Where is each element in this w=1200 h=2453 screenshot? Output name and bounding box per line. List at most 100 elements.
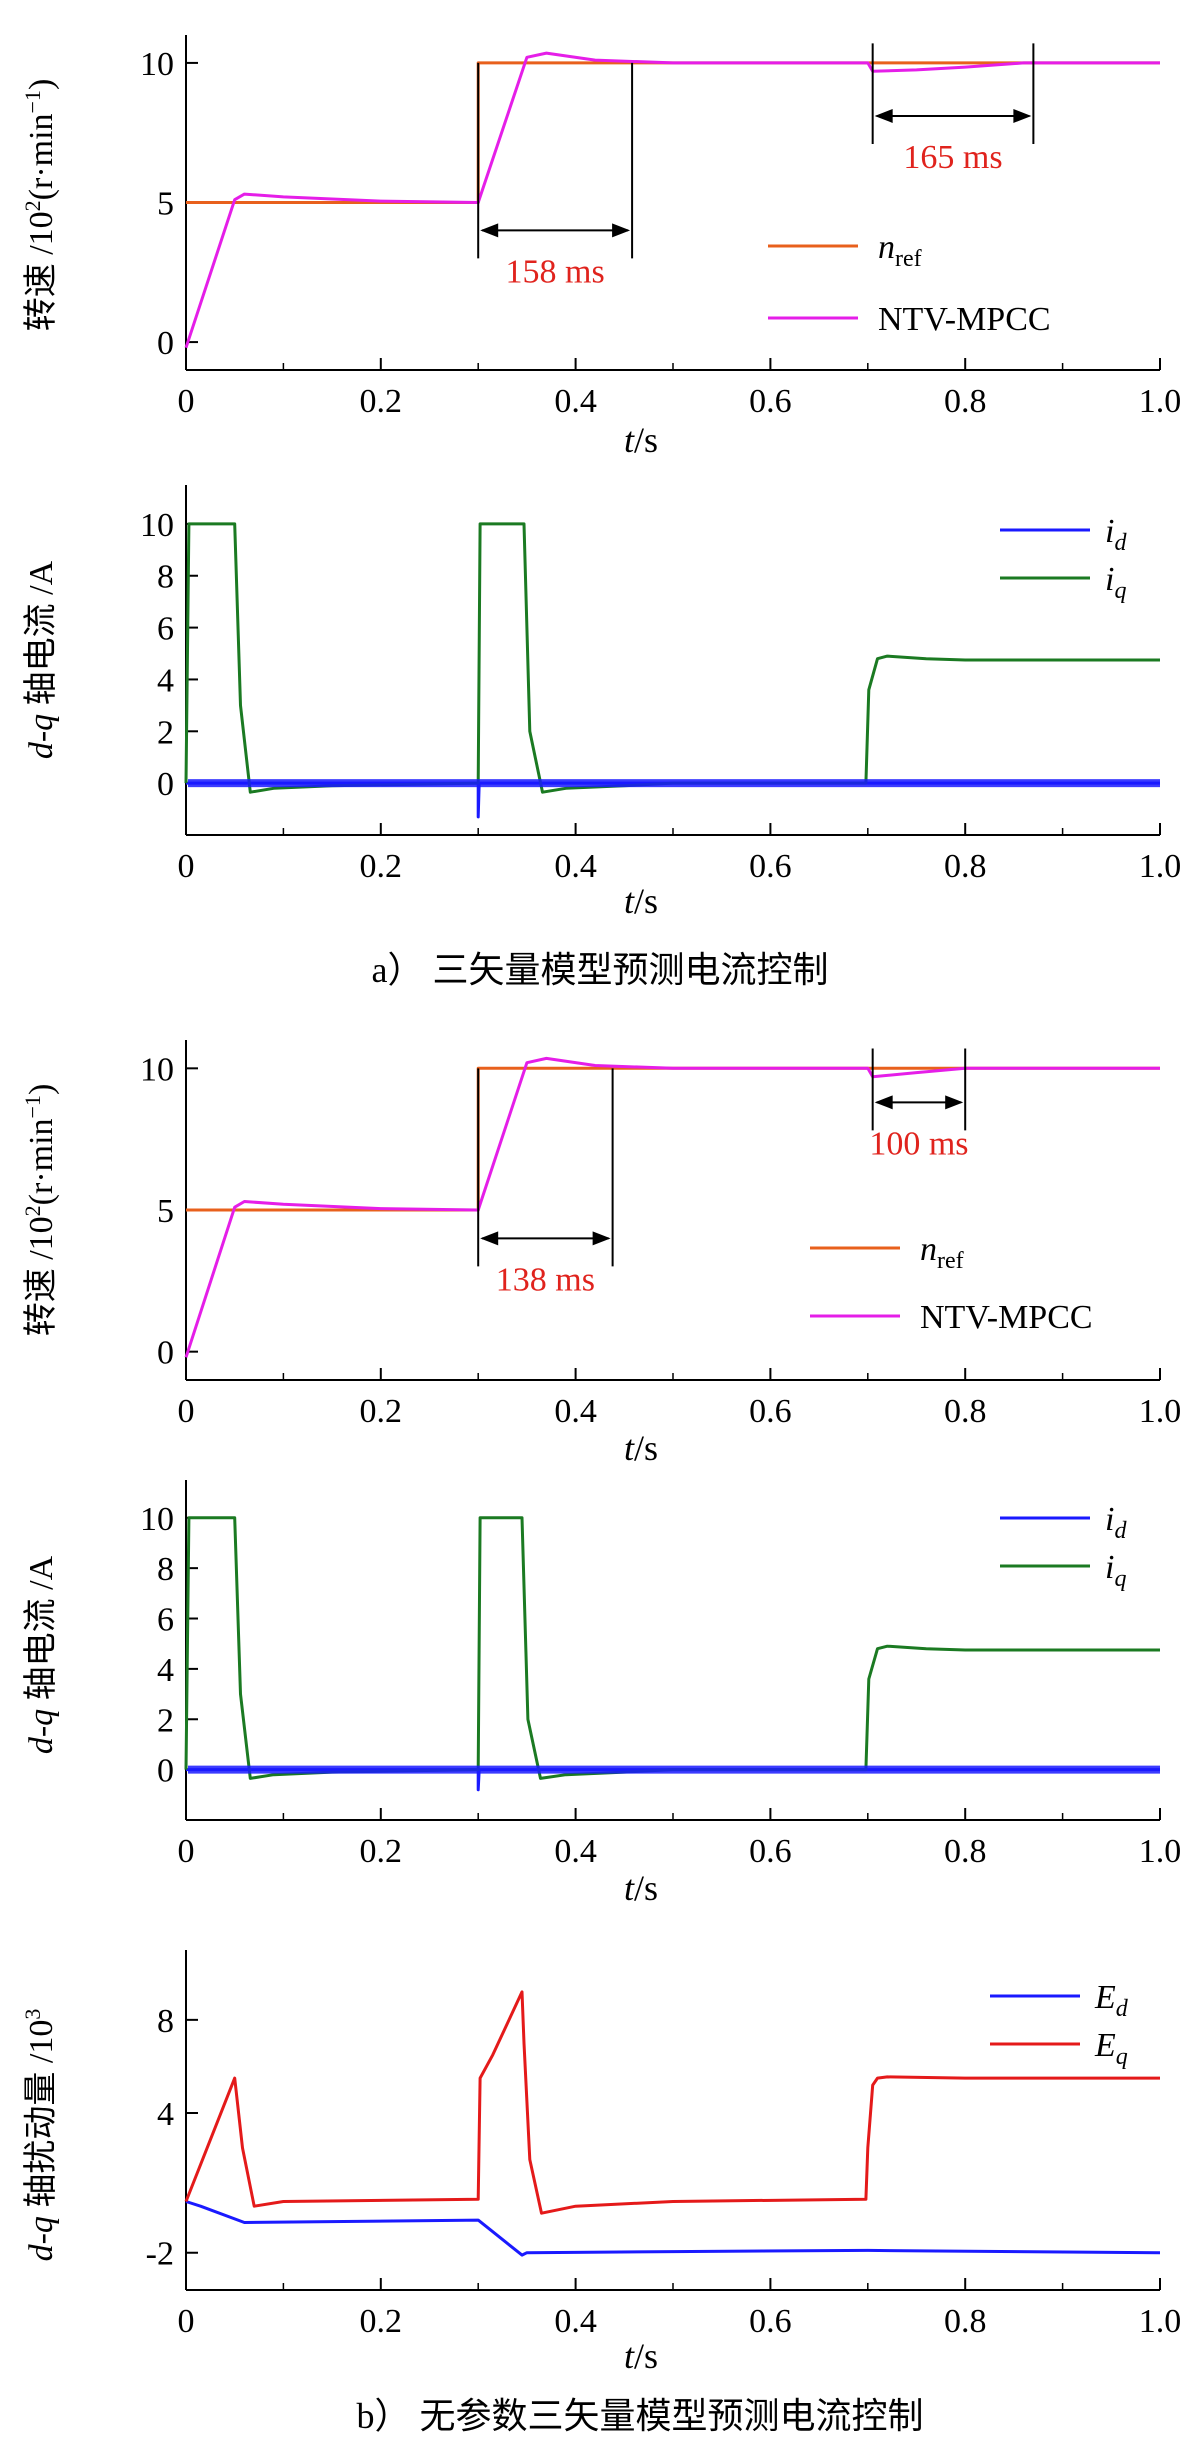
y-tick-label: 6 (157, 611, 174, 648)
x-tick-label: 0.8 (944, 383, 987, 420)
y-tick-label: 0 (157, 1753, 174, 1790)
x-tick-label: 0.6 (749, 2303, 792, 2340)
legend-label-id: id (1105, 1501, 1127, 1544)
x-tick-label: 0.8 (944, 2303, 987, 2340)
x-tick-label: 0 (178, 1833, 195, 1870)
legend-label-Eq: Eq (1094, 2027, 1128, 2070)
legend: id iq (1000, 1501, 1127, 1592)
series-layer (184, 1990, 1161, 2257)
y-tick-label: 4 (157, 2096, 174, 2133)
annotation-label: 100 ms (869, 1125, 968, 1162)
legend-label-nref: nref (878, 229, 922, 272)
series-layer (184, 1516, 1160, 1792)
y-tick-label: 4 (157, 662, 174, 699)
x-axis-label: t/s (624, 881, 658, 921)
annotation-arrow-right (1013, 108, 1032, 123)
series-line-n-ref (186, 1066, 1160, 1212)
axes: 0 0.2 0.4 0.6 0.8 1.0 0 2 4 6 8 10 (140, 1480, 1181, 1870)
id-ripple-band (188, 779, 1160, 788)
x-tick-label: 0.2 (360, 2303, 403, 2340)
x-axis-label: t/s (624, 1868, 658, 1908)
annotation-label: 158 ms (506, 253, 605, 290)
y-tick-label: 0 (157, 1335, 174, 1372)
x-tick-label: 1.0 (1139, 1393, 1182, 1430)
x-axis-label: t/s (624, 1428, 658, 1468)
y-axis-label: d-q 轴电流 /A (22, 560, 60, 759)
y-tick-label: 10 (140, 1501, 174, 1538)
y-tick-label: 5 (157, 186, 174, 223)
current-chart-b: 0 0.2 0.4 0.6 0.8 1.0 0 2 4 6 8 10 id iq d-q 轴电流 /A… (22, 1480, 1181, 1908)
series-layer (184, 522, 1160, 819)
legend: id iq (1000, 513, 1127, 604)
annotation-arrow-left (480, 223, 499, 238)
annotation-arrow-left (874, 1095, 893, 1110)
x-tick-label: 0.6 (749, 848, 792, 885)
y-tick-label: -2 (146, 2236, 174, 2273)
x-tick-label: 0.4 (554, 2303, 597, 2340)
series-line-NTV-MPCC (184, 51, 1160, 349)
x-tick-label: 0.2 (360, 1833, 403, 1870)
y-tick-label: 10 (140, 1051, 174, 1088)
annotation-arrow-right (612, 223, 631, 238)
legend-label-Ed: Ed (1094, 1979, 1129, 2022)
x-tick-label: 0.6 (749, 1833, 792, 1870)
annotation-label: 165 ms (903, 139, 1002, 176)
y-tick-label: 8 (157, 559, 174, 596)
annotation-arrow-left (480, 1231, 499, 1246)
axes: 0 0.2 0.4 0.6 0.8 1.0 0 5 10 (140, 35, 1181, 420)
y-tick-label: 10 (140, 46, 174, 83)
x-tick-label: 0.4 (554, 1393, 597, 1430)
x-axis-label: t/s (624, 420, 658, 460)
annotation-arrow-left (874, 108, 893, 123)
y-tick-label: 0 (157, 325, 174, 362)
series-line-E-d (185, 2200, 1161, 2257)
legend-label-id: id (1105, 513, 1127, 556)
x-tick-label: 0 (178, 383, 195, 420)
legend-label-ntv: NTV-MPCC (920, 1299, 1093, 1336)
series-line-i-d (186, 781, 1160, 819)
y-tick-label: 8 (157, 1551, 174, 1588)
caption-b: b） 无参数三矢量模型预测电流控制 (356, 2396, 923, 2436)
x-tick-label: 0.2 (360, 383, 403, 420)
x-tick-label: 0.2 (360, 1393, 403, 1430)
x-tick-label: 0.2 (360, 848, 403, 885)
x-tick-label: 1.0 (1139, 2303, 1182, 2340)
series-line-i-q (184, 1516, 1160, 1780)
axes: 0 0.2 0.4 0.6 0.8 1.0 -2 4 8 (146, 1950, 1182, 2340)
annotation-label: 138 ms (496, 1261, 595, 1298)
series-line-E-q (184, 1990, 1160, 2215)
legend: nref NTV-MPCC (810, 1231, 1093, 1336)
annotation-arrow-right (592, 1231, 611, 1246)
disturbance-chart-b: 0 0.2 0.4 0.6 0.8 1.0 -2 4 8 Ed Eq d-q 轴扰动量 /103… (20, 1950, 1181, 2376)
legend-label-ntv: NTV-MPCC (878, 301, 1051, 338)
y-tick-label: 5 (157, 1193, 174, 1230)
y-tick-label: 6 (157, 1602, 174, 1639)
x-tick-label: 1.0 (1139, 383, 1182, 420)
annotation-arrow-right (945, 1095, 964, 1110)
x-tick-label: 0 (178, 2303, 195, 2340)
legend: Ed Eq (990, 1979, 1129, 2070)
legend-label-iq: iq (1105, 1549, 1126, 1592)
axes: 0 0.2 0.4 0.6 0.8 1.0 0 5 10 (140, 1040, 1181, 1430)
id-ripple-band (188, 1765, 1160, 1774)
y-tick-label: 0 (157, 766, 174, 803)
legend: nref NTV-MPCC (768, 229, 1051, 338)
x-tick-label: 0.6 (749, 383, 792, 420)
speed-chart-a: 0 0.2 0.4 0.6 0.8 1.0 0 5 10 158 ms 165 ms nref N… (20, 35, 1181, 460)
x-tick-label: 0.8 (944, 1833, 987, 1870)
series-line-n-ref (186, 61, 1160, 204)
y-tick-label: 2 (157, 714, 174, 751)
y-axis-label: d-q 轴电流 /A (22, 1555, 60, 1754)
x-tick-label: 0.6 (749, 1393, 792, 1430)
x-axis-label: t/s (624, 2336, 658, 2376)
x-tick-label: 0.4 (554, 1833, 597, 1870)
speed-chart-b: 0 0.2 0.4 0.6 0.8 1.0 0 5 10 138 ms 100 ms nref N… (20, 1040, 1181, 1468)
series-line-NTV-MPCC (184, 1056, 1160, 1358)
x-tick-label: 0 (178, 848, 195, 885)
y-axis-label: d-q 轴扰动量 /103 (20, 2009, 60, 2262)
y-tick-label: 8 (157, 2003, 174, 2040)
annotation-layer: 138 ms 100 ms (477, 1048, 969, 1298)
y-axis-label: 转速 /102(r·min−1) (20, 1084, 60, 1337)
x-tick-label: 0.4 (554, 848, 597, 885)
